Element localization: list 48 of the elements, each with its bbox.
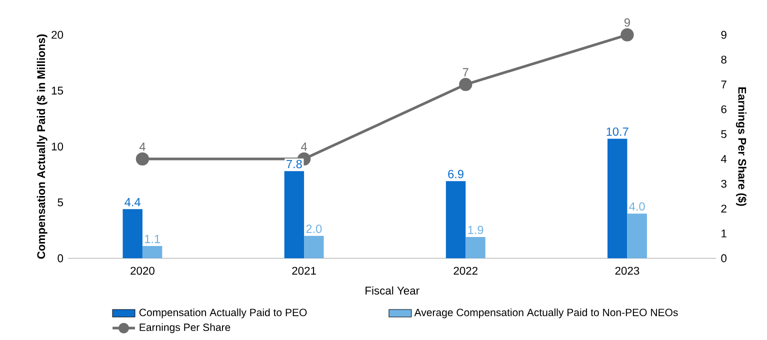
y2-tick-label: 6	[721, 105, 726, 114]
data-label: 1.1	[145, 234, 160, 244]
data-label: 7	[462, 68, 468, 76]
data-label: 6.9	[448, 170, 464, 178]
y2-tick-label: 3	[721, 180, 726, 188]
legend-label: Earnings Per Share	[140, 323, 230, 334]
y-tick-label: 0	[58, 254, 64, 262]
y2-axis-title: Earnings Per Share ($)	[736, 87, 747, 206]
x-tick-label: 2020	[130, 266, 154, 275]
x-axis-title: Fiscal Year	[366, 286, 420, 295]
bar	[627, 214, 647, 258]
y2-tick-label: 4	[720, 155, 727, 163]
data-label: 2.0	[306, 224, 322, 233]
point	[136, 152, 150, 166]
data-label: 1.9	[468, 226, 484, 234]
y2-tick-label: 1	[722, 230, 726, 238]
legend-label: Average Compensation Actually Paid to Non-PEO NEOs	[414, 308, 678, 318]
y-tick-label: 5	[58, 198, 64, 206]
x-tick-label: 2022	[454, 266, 478, 275]
y2-tick-label: 0	[721, 254, 726, 262]
y2-tick-label: 9	[721, 30, 726, 39]
bar	[607, 138, 628, 258]
y-tick-label: 20	[52, 30, 64, 39]
data-label: 4.0	[629, 202, 645, 211]
bar	[284, 171, 304, 258]
data-label: 7.8	[286, 160, 302, 168]
point	[620, 28, 634, 42]
x-tick-label: 2021	[292, 266, 316, 275]
bar	[446, 181, 466, 258]
bar	[122, 209, 142, 258]
bar	[304, 236, 324, 258]
data-label: 10.7	[606, 127, 628, 136]
y2-tick-label: 5	[721, 130, 726, 138]
point	[459, 78, 472, 92]
y2-tick-label: 7	[721, 80, 726, 88]
y-tick-label: 15	[52, 86, 64, 95]
x-tick-label: 2023	[615, 266, 640, 275]
bar	[466, 236, 486, 258]
y2-tick-label: 8	[721, 56, 726, 64]
y-axis-title: Compensation Actually Paid ($ in Millions)	[36, 34, 48, 259]
data-label: 4	[139, 142, 146, 151]
y-tick-label: 10	[52, 142, 64, 150]
data-label: 4	[301, 142, 307, 151]
legend-label: Compensation Actually Paid to PEO	[139, 308, 307, 318]
y2-tick-label: 2	[721, 204, 726, 212]
bar	[142, 246, 162, 258]
data-label: 4.4	[124, 198, 140, 206]
data-label: 9	[624, 18, 630, 27]
